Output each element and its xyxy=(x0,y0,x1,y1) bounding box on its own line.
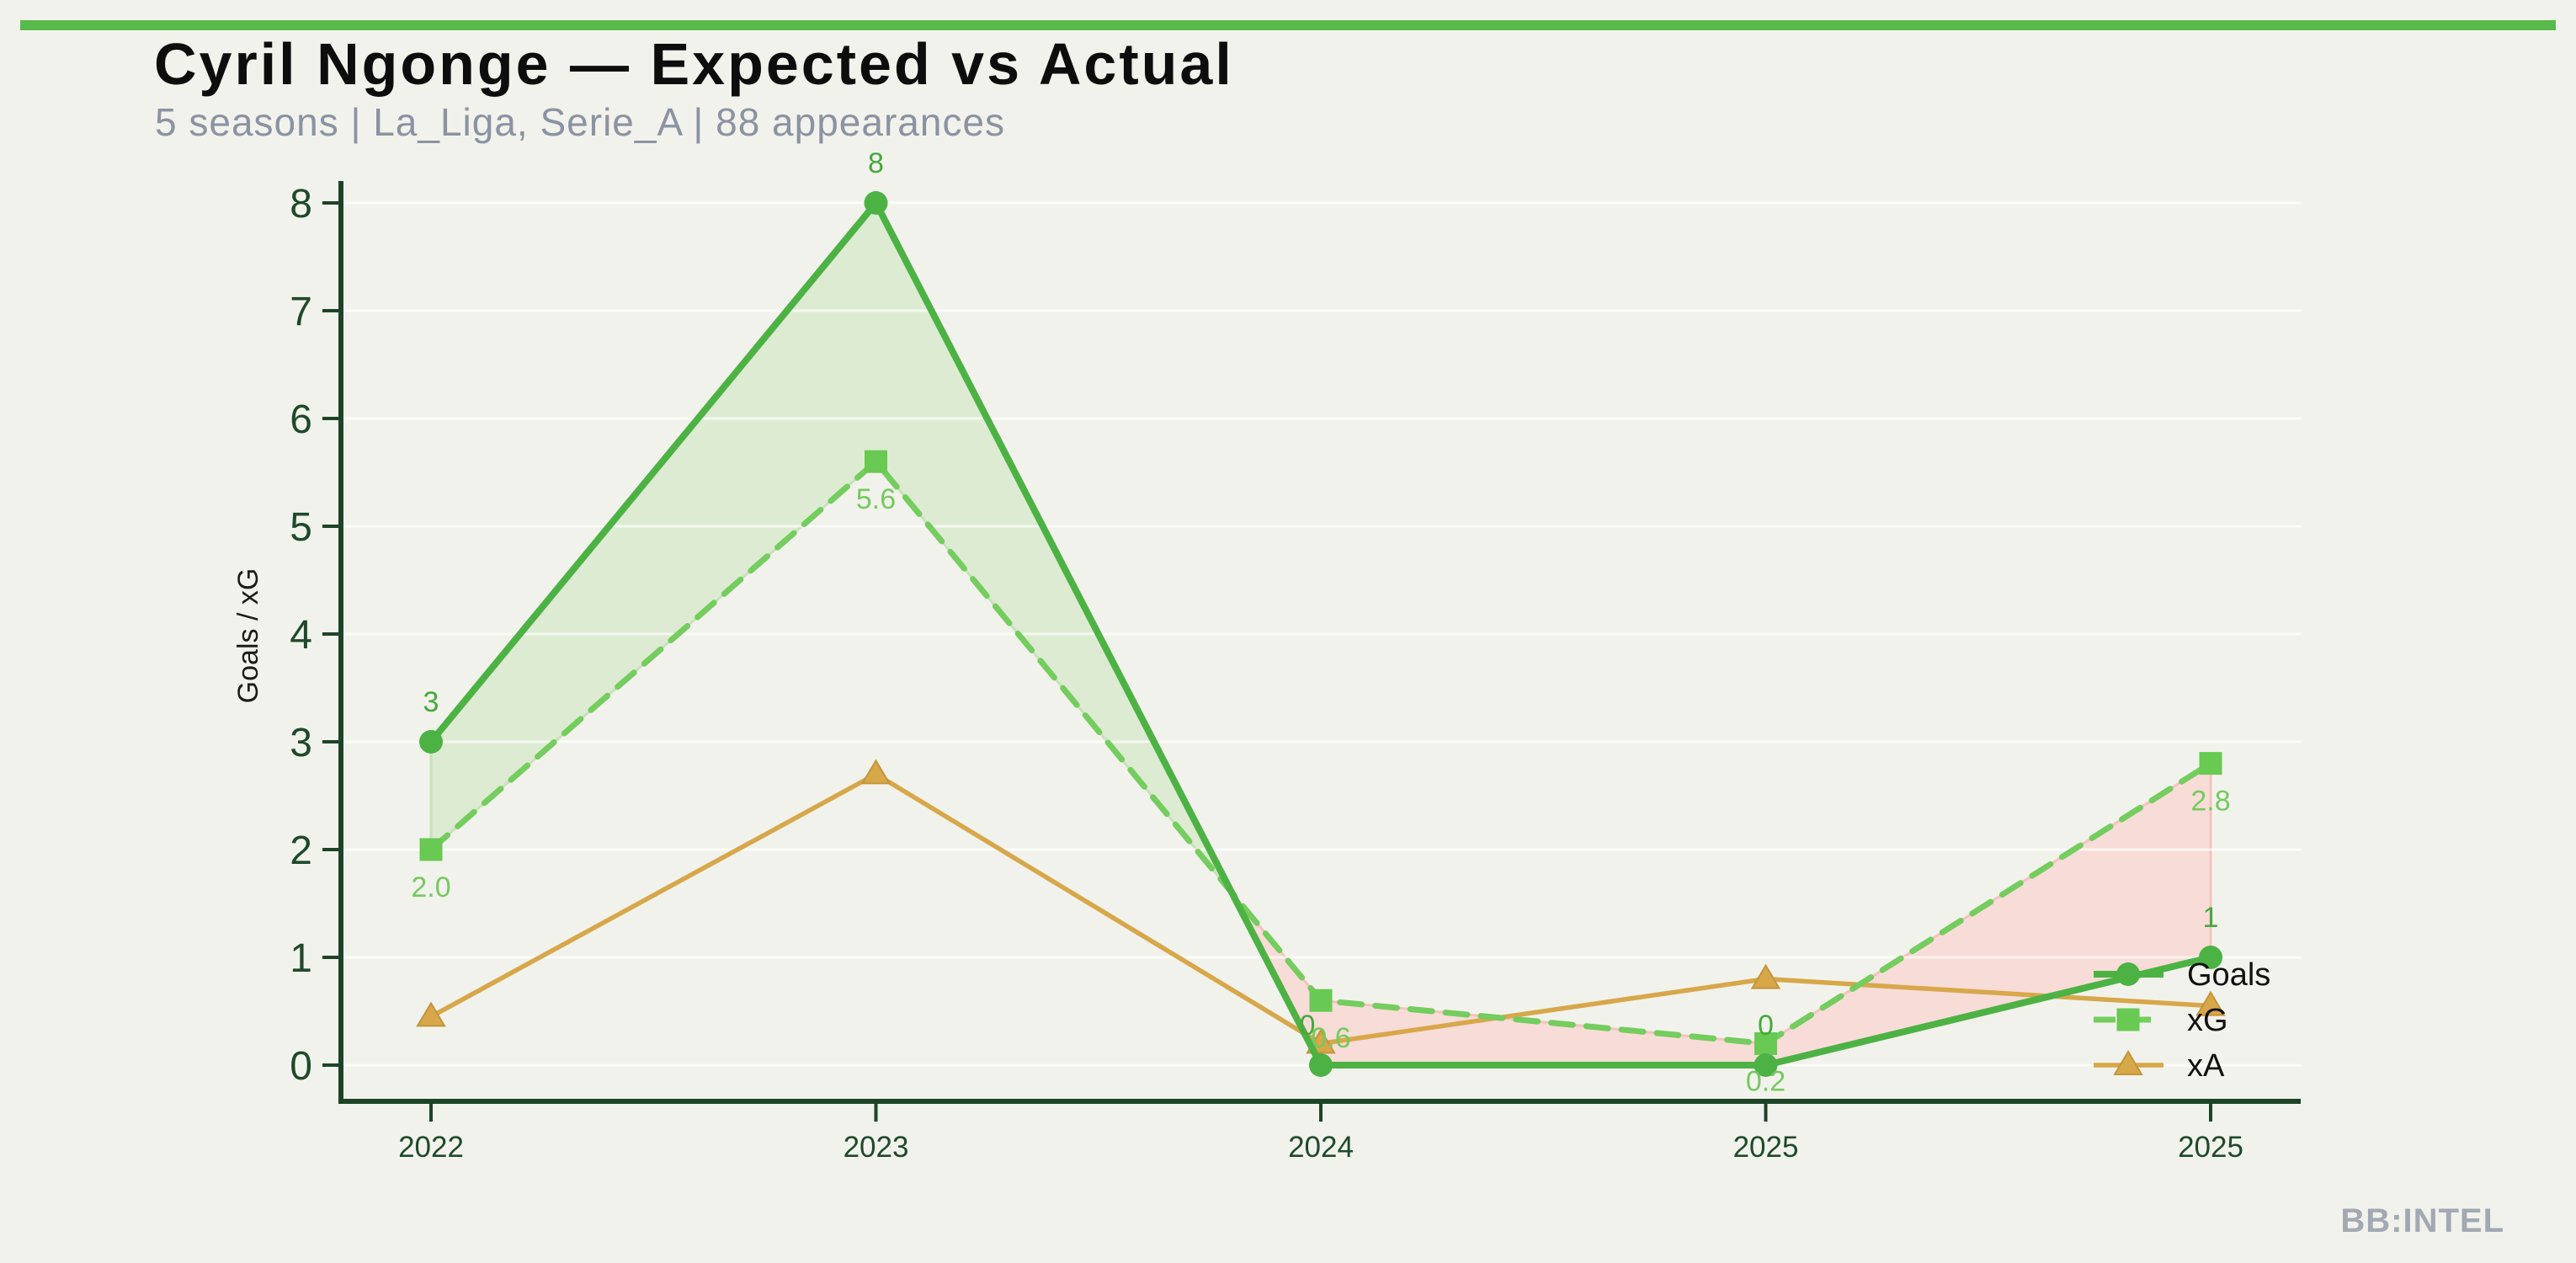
square-marker xyxy=(865,450,887,473)
data-label-goals: 3 xyxy=(423,686,439,718)
data-label-goals: 0 xyxy=(1300,1010,1316,1042)
triangle-marker xyxy=(860,759,891,785)
data-label-goals: 0 xyxy=(1758,1010,1774,1042)
page-subtitle: 5 seasons | La_Liga, Serie_A | 88 appear… xyxy=(155,100,1006,144)
circle-marker xyxy=(1754,1053,1778,1077)
y-tick-label: 4 xyxy=(290,613,312,658)
data-label-xg: 0.6 xyxy=(1311,1022,1350,1054)
y-tick-label: 0 xyxy=(290,1044,312,1089)
underperformance-fill xyxy=(1230,760,2212,1067)
square-marker xyxy=(2199,752,2222,775)
x-tick-label: 2025 xyxy=(2178,1131,2243,1164)
circle-marker xyxy=(1309,1053,1333,1077)
y-axis-title: Goals / xG xyxy=(232,568,264,704)
legend: Goals xG xA xyxy=(2094,957,2270,1084)
circle-marker xyxy=(2199,946,2222,969)
y-tick-label: 6 xyxy=(290,397,312,442)
data-label-goals: 1 xyxy=(2203,902,2219,934)
x-tick-label: 2025 xyxy=(1733,1131,1799,1164)
watermark: BB:INTEL xyxy=(2340,1202,2504,1239)
series-goals xyxy=(419,191,2222,1077)
y-tick-label: 1 xyxy=(290,936,312,981)
x-tick-label: 2023 xyxy=(844,1131,909,1164)
circle-marker xyxy=(864,191,888,215)
data-label-xg: 0.2 xyxy=(1746,1065,1786,1097)
legend-triangle-marker xyxy=(2113,1050,2143,1075)
legend-item-xa: xA xyxy=(2094,1048,2225,1084)
series-xg xyxy=(419,450,2222,1055)
y-tick-label: 5 xyxy=(290,505,312,550)
axes: 0 1 2 3 4 5 6 7 8 2022 2023 2024 2025 2025 Goals / xG xyxy=(232,181,2301,1164)
accent-bar xyxy=(20,20,2556,30)
legend-item-xg: xG xyxy=(2094,1003,2228,1038)
overperformance-fill xyxy=(429,200,1233,894)
triangle-marker xyxy=(2195,990,2226,1016)
data-label-xg: 5.6 xyxy=(856,483,896,515)
x-tick-label: 2022 xyxy=(398,1131,464,1164)
square-marker xyxy=(1309,989,1333,1012)
circle-marker xyxy=(419,730,443,754)
page-title: Cyril Ngonge — Expected vs Actual xyxy=(154,31,1234,97)
triangle-marker xyxy=(416,1001,446,1027)
series-xa xyxy=(416,759,2226,1054)
x-tick-label: 2024 xyxy=(1288,1131,1354,1164)
square-marker xyxy=(419,838,443,861)
legend-circle-marker xyxy=(2116,962,2140,986)
data-label-xg: 2.0 xyxy=(411,871,450,903)
data-labels: 3 8 0 0 1 2.0 5.6 0.6 0.2 2.8 xyxy=(411,147,2230,1097)
y-tick-label: 7 xyxy=(290,290,312,334)
data-label-xg: 2.8 xyxy=(2190,786,2230,818)
y-tick-label: 3 xyxy=(290,721,312,765)
gridlines xyxy=(341,201,2301,1067)
y-tick-label: 8 xyxy=(290,182,312,226)
legend-label: Goals xyxy=(2187,957,2270,993)
legend-label: xA xyxy=(2187,1048,2225,1084)
data-label-goals: 8 xyxy=(868,147,884,179)
triangle-marker xyxy=(1750,963,1781,989)
legend-label: xG xyxy=(2187,1003,2228,1038)
legend-item-goals: Goals xyxy=(2094,957,2270,993)
legend-square-marker xyxy=(2116,1008,2140,1031)
y-tick-label: 2 xyxy=(290,829,312,873)
square-marker xyxy=(1754,1031,1777,1055)
